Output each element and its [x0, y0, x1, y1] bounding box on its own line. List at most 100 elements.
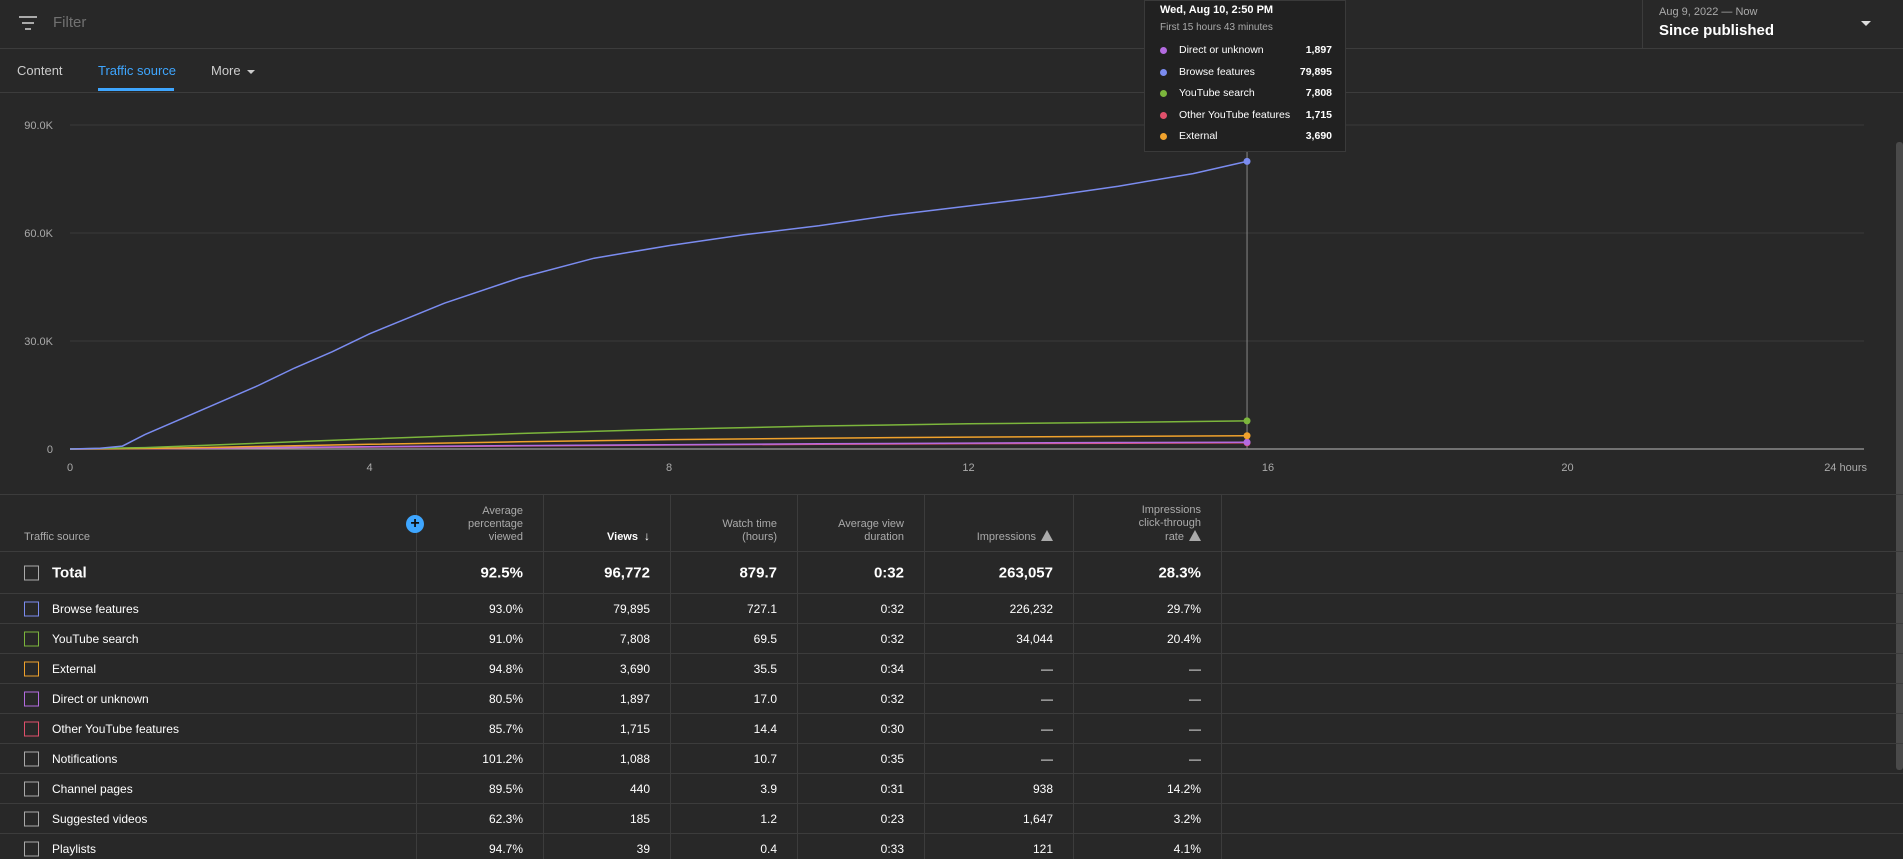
date-range-label: Aug 9, 2022 — Now — [1659, 6, 1758, 18]
row-checkbox[interactable] — [24, 811, 39, 826]
row-checkbox[interactable] — [24, 565, 39, 580]
tooltip-series-value: 7,808 — [1305, 87, 1332, 99]
cell-views: 3,690 — [544, 654, 671, 683]
filter-input[interactable]: Filter — [53, 14, 87, 31]
tooltip-row: YouTube search 7,808 — [1160, 87, 1332, 103]
x-tick-label: 8 — [666, 462, 672, 474]
x-tick-label: 0 — [67, 462, 73, 474]
tab-more[interactable]: More — [211, 63, 255, 78]
traffic-table: Traffic source + Average percentage view… — [0, 494, 1903, 859]
table-total-row[interactable]: Total 92.5% 96,772 879.7 0:32 263,057 28.3% — [0, 552, 1903, 594]
cell-avg-pct: 94.7% — [417, 834, 544, 859]
cell-views: 1,897 — [544, 684, 671, 713]
cell-avg-pct: 92.5% — [417, 552, 544, 593]
row-checkbox[interactable] — [24, 631, 39, 646]
series-line-youtube-search[interactable] — [69, 420, 1248, 450]
series-line-browse-features[interactable] — [69, 160, 1248, 450]
cell-avg-pct: 93.0% — [417, 594, 544, 623]
x-tick-label: 16 — [1262, 462, 1274, 474]
tooltip-series-value: 1,897 — [1305, 44, 1332, 56]
row-checkbox[interactable] — [24, 721, 39, 736]
table-row[interactable]: Notifications 101.2% 1,088 10.7 0:35— — — [0, 744, 1903, 774]
cell-ctr: 20.4% — [1074, 624, 1222, 653]
cell-impr: — — [925, 744, 1074, 773]
warning-icon[interactable] — [1041, 530, 1053, 541]
traffic-source-cell: Channel pages — [0, 774, 417, 803]
table-row[interactable]: Browse features 93.0% 79,895 727.1 0:32 226,2… — [0, 594, 1903, 624]
cell-views: 1,088 — [544, 744, 671, 773]
tooltip-series-value: 3,690 — [1305, 130, 1332, 142]
column-header-avg-percentage[interactable]: Average percentage viewed — [417, 495, 544, 552]
row-checkbox[interactable] — [24, 691, 39, 706]
cell-impr: 938 — [925, 774, 1074, 803]
sort-down-icon: ↓ — [644, 529, 650, 543]
cell-watch: 17.0 — [671, 684, 798, 713]
series-line-external[interactable] — [69, 434, 1248, 450]
traffic-source-name: Channel pages — [52, 781, 133, 796]
caret-down-icon — [246, 69, 255, 74]
tooltip-series-name: Browse features — [1179, 65, 1255, 78]
cell-avg-dur: 0:32 — [798, 594, 925, 623]
table-row[interactable]: YouTube search 91.0% 7,808 69.5 0:32 34,044 20… — [0, 624, 1903, 654]
cell-views: 7,808 — [544, 624, 671, 653]
add-column-button[interactable]: + — [406, 515, 424, 533]
column-header-avg-view-duration[interactable]: Average view duration — [798, 495, 925, 552]
chevron-down-icon — [1861, 21, 1871, 26]
cell-impr: 34,044 — [925, 624, 1074, 653]
traffic-source-cell: Direct or unknown — [0, 684, 417, 713]
x-tick-label: 20 — [1561, 462, 1573, 474]
cell-views: 96,772 — [544, 552, 671, 593]
traffic-source-name: Playlists — [52, 841, 97, 856]
cell-impr: — — [925, 654, 1074, 683]
traffic-source-cell: YouTube search — [0, 624, 417, 653]
warning-icon[interactable] — [1189, 530, 1201, 541]
column-header-impressions[interactable]: Impressions — [925, 495, 1074, 552]
row-checkbox[interactable] — [24, 781, 39, 796]
column-header-watch-time[interactable]: Watch time (hours) — [671, 495, 798, 552]
tab-content[interactable]: Content — [17, 63, 63, 78]
cell-impr: — — [925, 714, 1074, 743]
table-row[interactable]: Channel pages 89.5% 440 3.9 0:31 938 14.2% — [0, 774, 1903, 804]
filter-icon[interactable] — [19, 16, 37, 30]
traffic-source-cell: Playlists — [0, 834, 417, 859]
tooltip-row: Browse features 79,895 — [1160, 66, 1332, 82]
column-header-ctr[interactable]: Impressions click-through rate — [1074, 495, 1222, 552]
cell-avg-dur: 0:34 — [798, 654, 925, 683]
x-tick-label: 24 hours — [1824, 462, 1867, 474]
traffic-source-name: YouTube search — [52, 631, 139, 646]
row-checkbox[interactable] — [24, 661, 39, 676]
tab-traffic-source[interactable]: Traffic source — [98, 63, 177, 78]
cell-avg-dur: 0:32 — [798, 684, 925, 713]
table-row[interactable]: Direct or unknown 80.5% 1,897 17.0 0:32— — — [0, 684, 1903, 714]
series-dot-icon — [1160, 68, 1167, 76]
column-header-traffic-source[interactable]: Traffic source + — [0, 495, 424, 552]
cell-avg-pct: 89.5% — [417, 774, 544, 803]
cell-ctr: 4.1% — [1074, 834, 1222, 859]
cell-avg-pct: 62.3% — [417, 804, 544, 833]
cell-avg-dur: 0:33 — [798, 834, 925, 859]
y-tick-label: 0 — [47, 444, 53, 456]
series-point-browse-features — [1243, 157, 1251, 165]
tooltip-series-name: External — [1179, 130, 1218, 142]
x-tick-label: 12 — [962, 462, 974, 474]
column-header-views[interactable]: Views ↓ — [544, 495, 671, 552]
traffic-source-name: Total — [52, 564, 87, 581]
table-header: Traffic source + Average percentage view… — [0, 495, 1903, 552]
table-row[interactable]: Other YouTube features 85.7% 1,715 14.4 0:30… — [0, 714, 1903, 744]
cell-ctr: 28.3% — [1074, 552, 1222, 593]
table-row[interactable]: Playlists 94.7% 39 0.4 0:33 121 4.1% — [0, 834, 1903, 859]
table-row[interactable]: External 94.8% 3,690 35.5 0:34— — — [0, 654, 1903, 684]
row-checkbox[interactable] — [24, 841, 39, 856]
traffic-line-chart[interactable]: 0 30.0K 60.0K 90.0K 0 4 8 12 16 20 24 hours — [0, 94, 1903, 494]
traffic-source-name: Suggested videos — [52, 811, 148, 826]
scrollbar[interactable] — [1896, 142, 1903, 770]
row-checkbox[interactable] — [24, 751, 39, 766]
date-range-picker[interactable]: Aug 9, 2022 — Now Since published — [1642, 0, 1903, 49]
table-row[interactable]: Suggested videos 62.3% 185 1.2 0:23 1,647 3.2% — [0, 804, 1903, 834]
tooltip-row: Direct or unknown 1,897 — [1160, 44, 1332, 60]
row-checkbox[interactable] — [24, 601, 39, 616]
series-point-external — [1243, 432, 1251, 440]
cell-avg-dur: 0:30 — [798, 714, 925, 743]
series-dot-icon — [1160, 111, 1167, 119]
tooltip-row: Other YouTube features 1,715 — [1160, 109, 1332, 125]
